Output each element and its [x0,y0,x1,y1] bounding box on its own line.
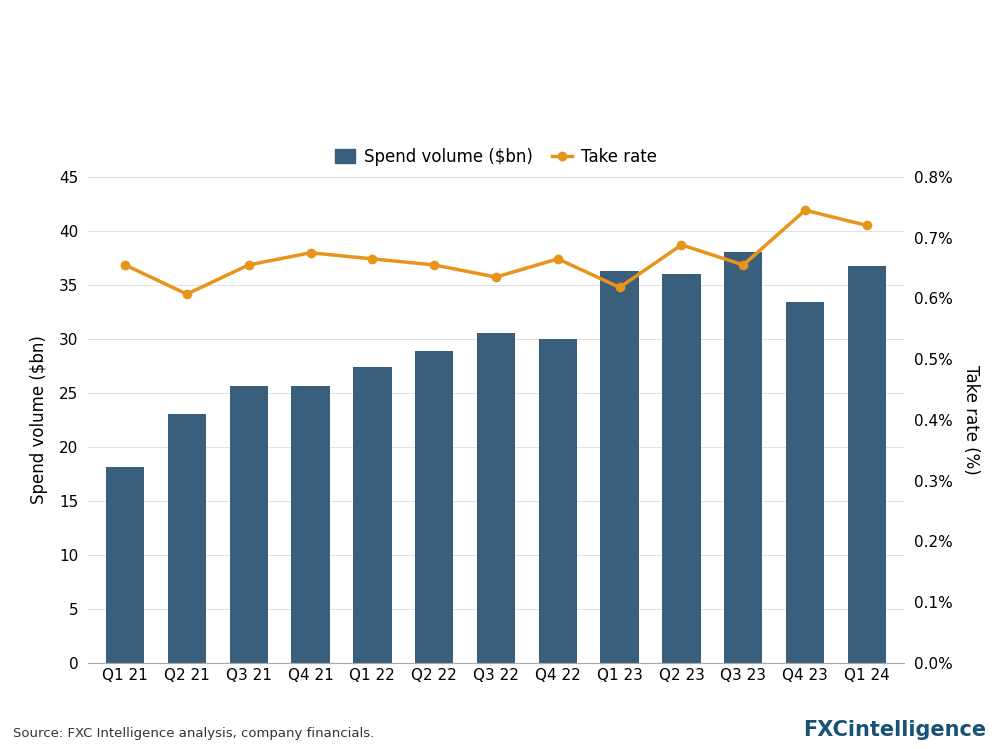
Bar [230,386,268,663]
Bar [477,333,515,663]
Bar [848,267,886,663]
Bar [292,386,330,663]
Text: Division quarterly spend volume and net revenues per $ spend (take rate): Division quarterly spend volume and net … [13,100,685,118]
Bar [600,271,638,663]
Bar [786,302,824,663]
Text: Source: FXC Intelligence analysis, company financials.: Source: FXC Intelligence analysis, compa… [13,727,375,740]
Bar [354,367,392,663]
Bar [662,274,700,663]
Text: Corpay’s Corporate Payments sees take rate increase: Corpay’s Corporate Payments sees take ra… [13,38,894,66]
Legend: Spend volume ($bn), Take rate: Spend volume ($bn), Take rate [329,142,663,173]
Bar [538,339,577,663]
Bar [415,351,454,663]
Bar [724,252,762,663]
Bar [106,467,144,663]
Bar [168,414,206,663]
Y-axis label: Spend volume ($bn): Spend volume ($bn) [30,336,48,504]
Y-axis label: Take rate (%): Take rate (%) [962,365,980,475]
Text: FXCintelligence: FXCintelligence [803,720,986,740]
